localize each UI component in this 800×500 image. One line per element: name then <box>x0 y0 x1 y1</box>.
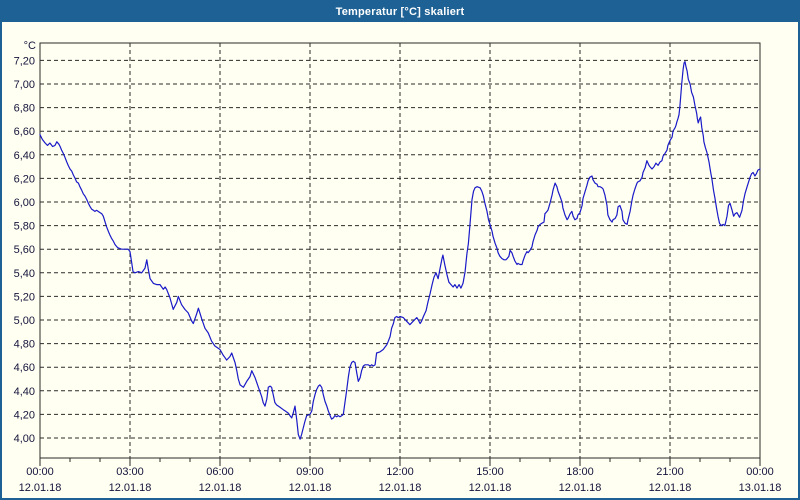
x-tick-time-label: 09:00 <box>296 466 324 478</box>
window-title: Temperatur [°C] skaliert <box>335 6 465 18</box>
plot-border <box>39 42 761 459</box>
y-tick-label: 4,80 <box>14 339 35 351</box>
y-tick-label: 6,60 <box>14 126 35 138</box>
y-axis-unit-label: °C <box>24 40 36 52</box>
y-tick-label: 5,80 <box>14 221 35 233</box>
x-tick-time-label: 00:00 <box>26 466 54 478</box>
y-tick-label: 4,40 <box>14 386 35 398</box>
x-tick-date-label: 12.01.18 <box>289 482 332 494</box>
x-tick-time-label: 15:00 <box>476 466 504 478</box>
y-tick-label: 5,20 <box>14 291 35 303</box>
y-tick-label: 7,00 <box>14 79 35 91</box>
y-tick-label: 6,00 <box>14 197 35 209</box>
y-tick-label: 4,00 <box>14 433 35 445</box>
temperature-chart[interactable]: 7,20 7,00 6,80 6,60 6,40 6,20 6,00 5,80 5,60 5,40… <box>2 22 798 498</box>
temperature-series-line <box>39 60 761 440</box>
x-tick-time-label: 00:00 <box>746 466 774 478</box>
y-tick-label: 4,20 <box>14 409 35 421</box>
x-tick-date-label: 12.01.18 <box>649 482 692 494</box>
y-tick-label: 6,40 <box>14 150 35 162</box>
x-tick-time-label: 12:00 <box>386 466 414 478</box>
y-tick-label: 5,40 <box>14 268 35 280</box>
y-tick-label: 6,20 <box>14 173 35 185</box>
x-tick-time-label: 03:00 <box>116 466 144 478</box>
y-tick-label: 7,20 <box>14 55 35 67</box>
x-tick-time-label: 18:00 <box>566 466 594 478</box>
y-tick-label: 5,00 <box>14 315 35 327</box>
window-title-bar[interactable]: Temperatur [°C] skaliert <box>2 2 798 22</box>
x-tick-date-label: 12.01.18 <box>199 482 242 494</box>
x-tick-date-label: 12.01.18 <box>19 482 62 494</box>
x-tick-time-label: 21:00 <box>656 466 684 478</box>
x-tick-date-label: 12.01.18 <box>379 482 422 494</box>
x-tick-time-label: 06:00 <box>206 466 234 478</box>
y-tick-label: 4,60 <box>14 362 35 374</box>
x-tick-date-label: 12.01.18 <box>559 482 602 494</box>
y-tick-label: 6,80 <box>14 103 35 115</box>
x-tick-date-label: 12.01.18 <box>469 482 512 494</box>
x-tick-date-label: 13.01.18 <box>739 482 782 494</box>
y-tick-label: 5,60 <box>14 244 35 256</box>
x-tick-date-label: 12.01.18 <box>109 482 152 494</box>
